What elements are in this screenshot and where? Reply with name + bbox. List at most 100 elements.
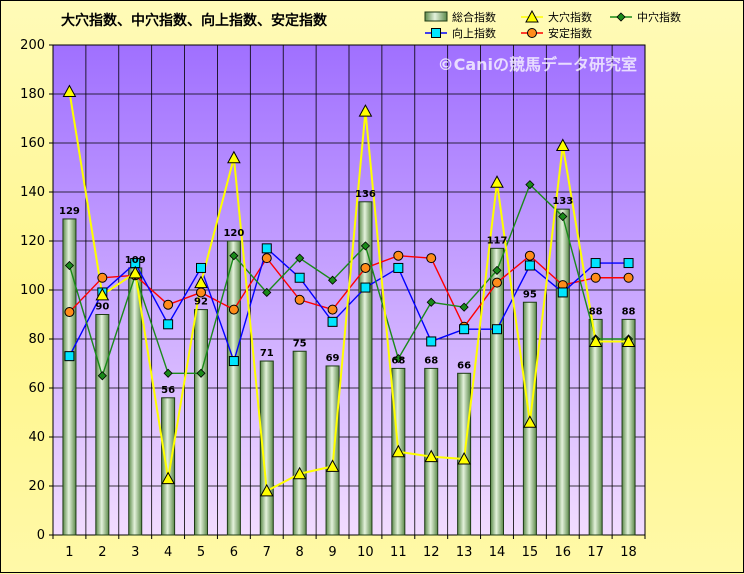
bar-total-index bbox=[292, 350, 307, 536]
bar-value-label: 66 bbox=[457, 360, 471, 371]
marker-triangle bbox=[194, 275, 208, 289]
legend-marker bbox=[527, 28, 537, 38]
bar-total-index bbox=[621, 318, 636, 536]
marker-diamond bbox=[196, 368, 206, 378]
bar-total-index bbox=[62, 218, 77, 536]
x-tick-label: 12 bbox=[423, 545, 440, 560]
chart-title: 大穴指数、中穴指数、向上指数、安定指数 bbox=[61, 12, 328, 29]
line-diamond-series bbox=[68, 183, 629, 379]
bar-value-label: 117 bbox=[487, 235, 508, 246]
x-tick-label: 4 bbox=[164, 545, 172, 560]
marker-square bbox=[426, 336, 437, 347]
bar-value-label: 109 bbox=[125, 255, 146, 266]
marker-square bbox=[360, 282, 371, 293]
bar-value-label: 68 bbox=[391, 355, 405, 366]
marker-square bbox=[459, 324, 470, 335]
marker-diamond bbox=[163, 368, 173, 378]
bar-value-label: 133 bbox=[552, 196, 573, 207]
y-tick-label: 160 bbox=[20, 136, 45, 151]
marker-square bbox=[327, 316, 338, 327]
marker-triangle bbox=[95, 287, 110, 301]
bar-total-index bbox=[588, 318, 603, 536]
marker-triangle bbox=[358, 104, 373, 117]
x-axis-ticks: 1 2 3 4 5 6 7 8 9 10 11 12 13 14 15 16 17 18 bbox=[52, 535, 646, 560]
marker-triangle bbox=[621, 334, 636, 347]
y-tick-label: 180 bbox=[20, 87, 45, 102]
marker-triangle bbox=[325, 459, 340, 472]
index-lines bbox=[68, 91, 629, 493]
marker-circle bbox=[97, 272, 108, 283]
marker-triangle bbox=[588, 334, 603, 347]
marker-circle bbox=[228, 304, 239, 315]
x-tick-label: 17 bbox=[587, 545, 604, 560]
y-tick-label: 40 bbox=[28, 430, 45, 445]
y-tick-label: 20 bbox=[28, 479, 45, 494]
y-tick-label: 80 bbox=[28, 332, 45, 347]
marker-triangle bbox=[259, 483, 274, 497]
y-tick-label: 100 bbox=[20, 283, 45, 298]
bar-value-label: 88 bbox=[622, 306, 636, 317]
marker-triangle bbox=[523, 415, 537, 428]
marker-circle bbox=[590, 272, 601, 283]
marker-square bbox=[294, 272, 305, 283]
marker-circle bbox=[426, 253, 437, 264]
x-tick-label: 18 bbox=[620, 545, 637, 560]
y-tick-label: 120 bbox=[20, 234, 45, 249]
x-tick-label: 14 bbox=[489, 545, 506, 560]
bar-value-label: 129 bbox=[59, 206, 80, 217]
legend-item: 向上指数 bbox=[425, 26, 496, 40]
marker-circle bbox=[492, 277, 502, 288]
bar-value-label: 120 bbox=[223, 228, 244, 239]
marker-diamond bbox=[327, 275, 338, 285]
line-square-series bbox=[68, 247, 629, 364]
bar-value-label: 95 bbox=[523, 289, 537, 300]
marker-circle bbox=[196, 287, 206, 298]
bar-total-index bbox=[128, 267, 143, 536]
marker-circle bbox=[360, 262, 371, 273]
legend-swatch-bar bbox=[424, 11, 448, 22]
marker-diamond bbox=[558, 211, 568, 222]
legend-marker bbox=[431, 28, 441, 38]
marker-circle bbox=[524, 250, 535, 261]
bars-total-index bbox=[62, 201, 636, 536]
marker-triangle bbox=[62, 84, 77, 98]
marker-diamond bbox=[525, 180, 535, 190]
marker-circle bbox=[294, 294, 305, 305]
marker-square bbox=[623, 258, 634, 269]
marker-diamond bbox=[262, 287, 272, 298]
marker-triangle bbox=[292, 466, 307, 480]
watermark: ©Caniの競馬データ研究室 bbox=[438, 55, 637, 74]
bar-total-index bbox=[226, 240, 241, 536]
bar-value-label: 71 bbox=[260, 348, 274, 359]
bar-value-label: 90 bbox=[95, 302, 109, 313]
marker-diamond bbox=[360, 241, 371, 251]
bar-value-label: 92 bbox=[194, 297, 208, 308]
bar-value-label: 75 bbox=[293, 338, 307, 349]
marker-triangle bbox=[161, 471, 175, 485]
marker-square bbox=[524, 260, 535, 271]
legend-marker bbox=[525, 9, 539, 23]
x-tick-label: 16 bbox=[555, 545, 572, 560]
legend-item: 中穴指数 bbox=[610, 10, 681, 24]
x-tick-label: 5 bbox=[197, 545, 205, 560]
x-tick-label: 1 bbox=[65, 545, 73, 560]
legend-item: 安定指数 bbox=[521, 26, 592, 40]
legend-label: 中穴指数 bbox=[637, 10, 681, 24]
marker-circle bbox=[623, 272, 634, 283]
legend-label: 大穴指数 bbox=[548, 10, 592, 24]
bar-value-label: 56 bbox=[161, 385, 175, 396]
marker-diamond bbox=[295, 253, 305, 263]
legend-item: 大穴指数 bbox=[521, 9, 592, 24]
marker-diamond bbox=[229, 251, 239, 261]
bar-value-labels: 129 90 109 56 92 120 71 75 69 136 68 68 66 117 95 133 88… bbox=[59, 189, 636, 396]
bar-total-index bbox=[194, 309, 208, 536]
marker-square bbox=[590, 258, 601, 269]
marker-triangle bbox=[457, 452, 471, 465]
marker-circle bbox=[393, 250, 404, 261]
index-markers bbox=[62, 84, 636, 497]
legend-marker bbox=[616, 12, 626, 22]
bar-total-index bbox=[555, 208, 570, 536]
x-tick-label: 9 bbox=[328, 545, 336, 560]
